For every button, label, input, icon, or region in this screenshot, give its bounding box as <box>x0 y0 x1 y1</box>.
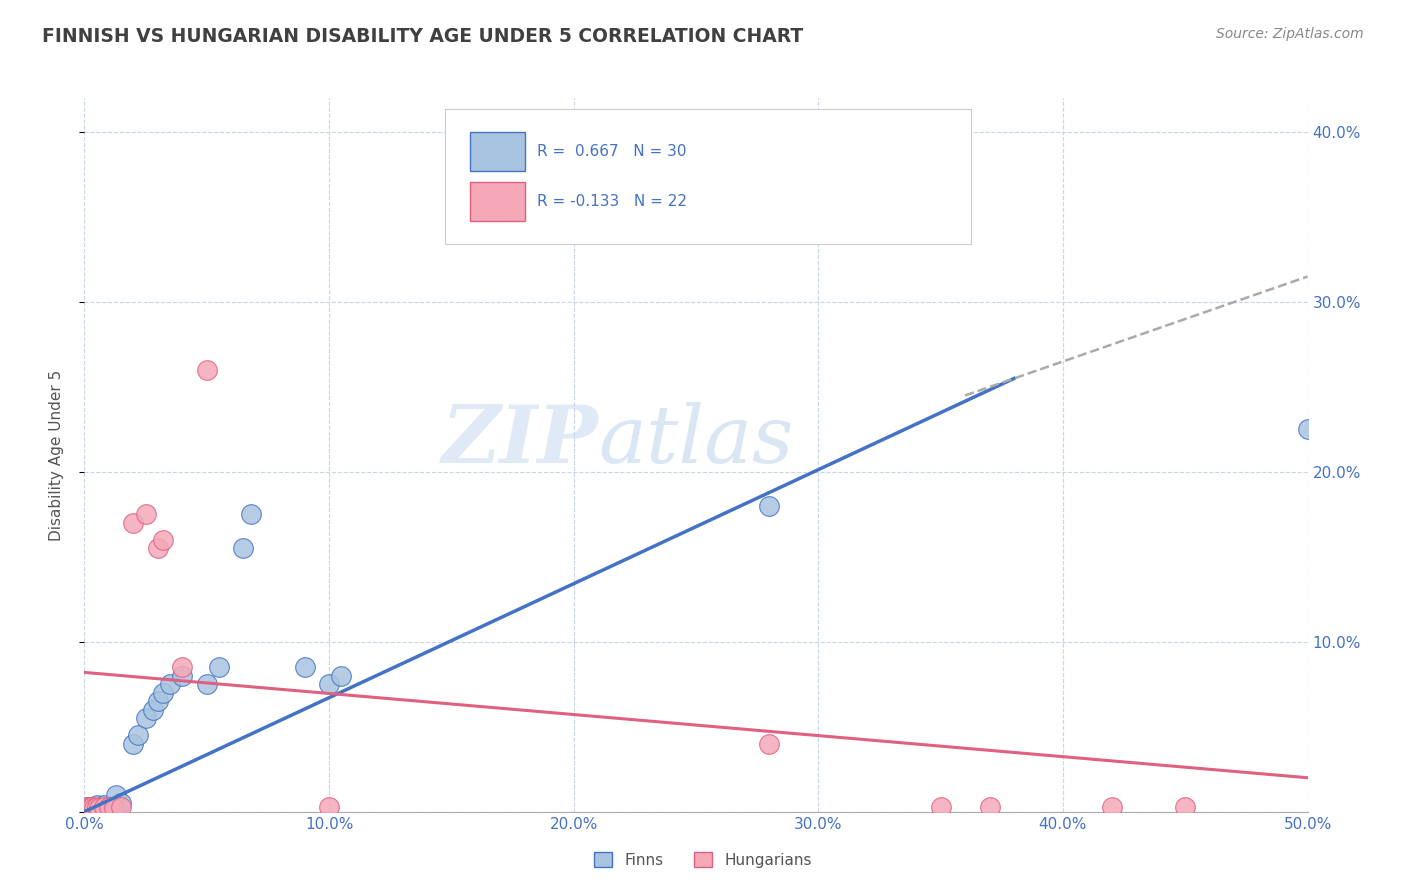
Point <box>208 660 231 674</box>
Point <box>93 799 115 814</box>
Point <box>110 799 132 814</box>
Point <box>172 669 194 683</box>
Text: R =  0.667   N = 30: R = 0.667 N = 30 <box>537 145 686 159</box>
Point <box>318 799 340 814</box>
Point <box>103 801 125 815</box>
Point <box>172 660 194 674</box>
Point <box>152 686 174 700</box>
Point <box>758 737 780 751</box>
Point <box>97 799 120 814</box>
Point <box>1101 799 1123 814</box>
Point <box>77 801 100 815</box>
Point <box>80 799 103 814</box>
Point <box>135 508 157 522</box>
Y-axis label: Disability Age Under 5: Disability Age Under 5 <box>49 369 63 541</box>
Point <box>330 669 353 683</box>
Point <box>135 711 157 725</box>
Point <box>142 703 165 717</box>
Point <box>87 801 110 815</box>
Point <box>159 677 181 691</box>
Point <box>122 737 145 751</box>
Point <box>86 799 108 814</box>
Point <box>90 799 112 814</box>
Point <box>1296 422 1319 436</box>
Point <box>239 508 262 522</box>
Point <box>195 363 218 377</box>
Point <box>294 660 316 674</box>
Text: Source: ZipAtlas.com: Source: ZipAtlas.com <box>1216 27 1364 41</box>
Point <box>76 799 98 814</box>
Point <box>979 799 1001 814</box>
Text: atlas: atlas <box>598 402 793 479</box>
FancyBboxPatch shape <box>446 109 972 244</box>
Point <box>83 801 105 815</box>
Point <box>152 533 174 547</box>
Point <box>77 801 100 815</box>
Point <box>122 516 145 530</box>
Point <box>1174 799 1197 814</box>
Point <box>127 728 149 742</box>
Text: R = -0.133   N = 22: R = -0.133 N = 22 <box>537 194 688 209</box>
Point <box>318 677 340 691</box>
Legend: Finns, Hungarians: Finns, Hungarians <box>586 844 820 875</box>
Point <box>87 801 110 815</box>
Bar <box>470 182 524 221</box>
Point <box>96 801 118 815</box>
Point <box>86 797 108 812</box>
Point <box>76 799 98 814</box>
Point <box>758 499 780 513</box>
Point <box>80 799 103 814</box>
Point <box>232 541 254 556</box>
Text: FINNISH VS HUNGARIAN DISABILITY AGE UNDER 5 CORRELATION CHART: FINNISH VS HUNGARIAN DISABILITY AGE UNDE… <box>42 27 803 45</box>
Point <box>93 797 115 812</box>
Point <box>97 799 120 814</box>
Point <box>83 803 105 817</box>
Point <box>105 788 128 802</box>
Text: ZIP: ZIP <box>441 402 598 479</box>
Point <box>195 677 218 691</box>
Point <box>110 796 132 810</box>
Point <box>100 801 122 815</box>
Point <box>146 541 169 556</box>
Point <box>146 694 169 708</box>
Point <box>929 799 952 814</box>
Bar <box>470 132 524 171</box>
